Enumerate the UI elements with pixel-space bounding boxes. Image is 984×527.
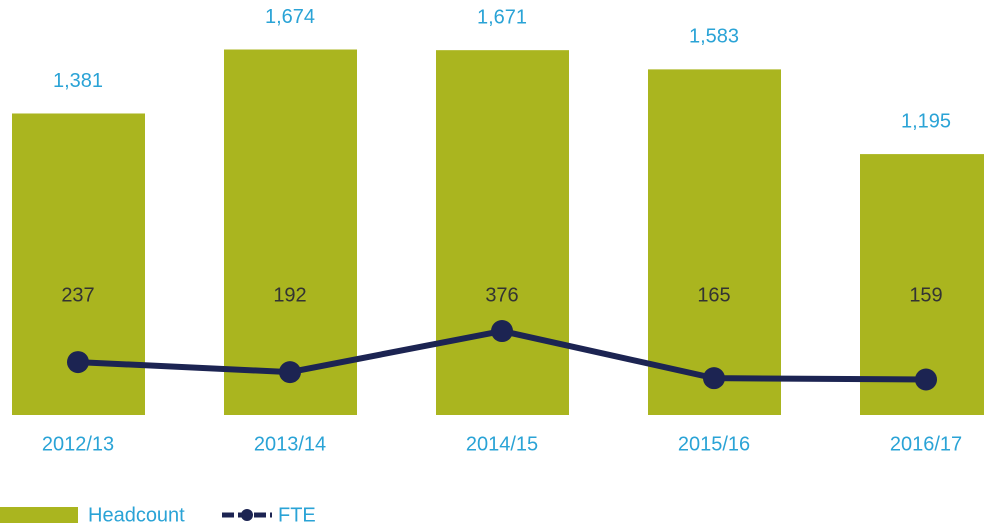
x-tick-label: 2015/16 bbox=[678, 433, 750, 455]
x-tick-label: 2013/14 bbox=[254, 433, 326, 455]
bar bbox=[648, 69, 781, 416]
line-marker bbox=[279, 361, 301, 384]
value-label: 1,195 bbox=[901, 110, 951, 132]
value-label: 192 bbox=[273, 284, 306, 306]
x-tick-label: 2016/17 bbox=[890, 433, 962, 455]
value-label: 1,381 bbox=[53, 70, 103, 92]
value-label: 1,583 bbox=[689, 26, 739, 48]
x-tick-label: 2012/13 bbox=[42, 433, 114, 455]
line-marker bbox=[67, 351, 89, 374]
line-marker bbox=[703, 367, 725, 390]
value-label: 159 bbox=[909, 284, 942, 306]
bar bbox=[436, 50, 569, 415]
legend-label: FTE bbox=[278, 504, 316, 526]
value-label: 1,671 bbox=[477, 6, 527, 28]
legend-swatch bbox=[241, 509, 253, 521]
line-marker bbox=[491, 320, 513, 343]
line-marker bbox=[915, 368, 937, 391]
legend-label: Headcount bbox=[88, 504, 185, 526]
x-tick-label: 2014/15 bbox=[466, 433, 538, 455]
value-label: 165 bbox=[697, 284, 730, 306]
value-label: 1,674 bbox=[265, 6, 315, 28]
value-label: 237 bbox=[61, 284, 94, 306]
legend-swatch bbox=[0, 507, 78, 523]
bar bbox=[224, 49, 357, 415]
value-label: 376 bbox=[485, 284, 518, 306]
